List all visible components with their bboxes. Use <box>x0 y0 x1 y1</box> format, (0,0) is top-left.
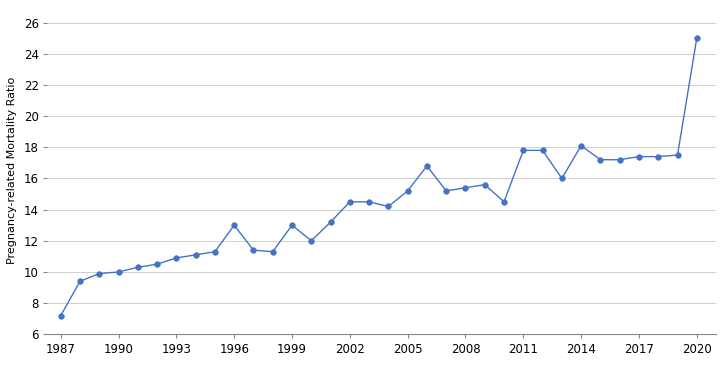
Y-axis label: Pregnancy-related Mortality Ratio: Pregnancy-related Mortality Ratio <box>7 77 17 264</box>
